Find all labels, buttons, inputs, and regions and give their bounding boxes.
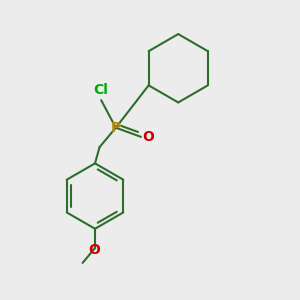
- Text: Cl: Cl: [94, 82, 109, 97]
- Text: O: O: [142, 130, 154, 144]
- Text: O: O: [88, 243, 100, 256]
- Text: P: P: [111, 121, 121, 135]
